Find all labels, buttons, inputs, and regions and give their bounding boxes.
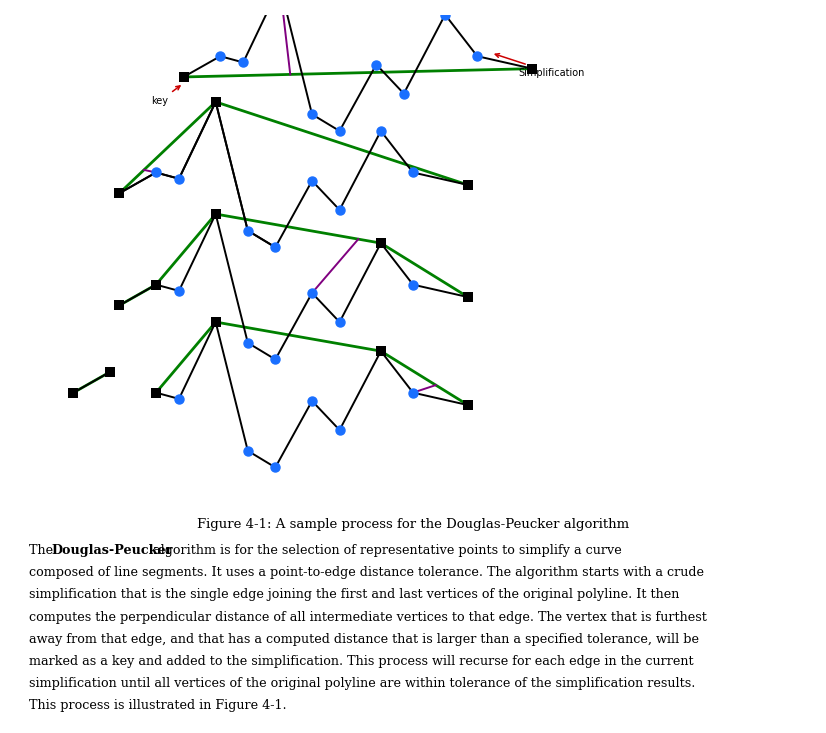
Text: max edge distance: max edge distance	[0, 732, 1, 733]
Text: Figure 4-1: A sample process for the Douglas-Peucker algorithm: Figure 4-1: A sample process for the Dou…	[197, 518, 629, 531]
Text: simplification that is the single edge joining the first and last vertices of th: simplification that is the single edge j…	[29, 589, 679, 602]
Text: composed of line segments. It uses a point-to-edge distance tolerance. The algor: composed of line segments. It uses a poi…	[29, 567, 704, 579]
Text: away from that edge, and that has a computed distance that is larger than a spec: away from that edge, and that has a comp…	[29, 633, 699, 646]
Text: Douglas-Peucker: Douglas-Peucker	[51, 545, 173, 557]
Text: key: key	[151, 86, 180, 106]
Text: This process is illustrated in Figure 4-1.: This process is illustrated in Figure 4-…	[29, 699, 287, 712]
Text: marked as a key and added to the simplification. This process will recurse for e: marked as a key and added to the simplif…	[29, 655, 694, 668]
Text: simplification until all vertices of the original polyline are within tolerance : simplification until all vertices of the…	[29, 677, 695, 690]
Text: Simplification: Simplification	[496, 54, 585, 78]
Text: computes the perpendicular distance of all intermediate vertices to that edge. T: computes the perpendicular distance of a…	[29, 611, 707, 624]
Text: The: The	[29, 545, 57, 557]
Text: algorithm is for the selection of representative points to simplify a curve: algorithm is for the selection of repres…	[149, 545, 621, 557]
